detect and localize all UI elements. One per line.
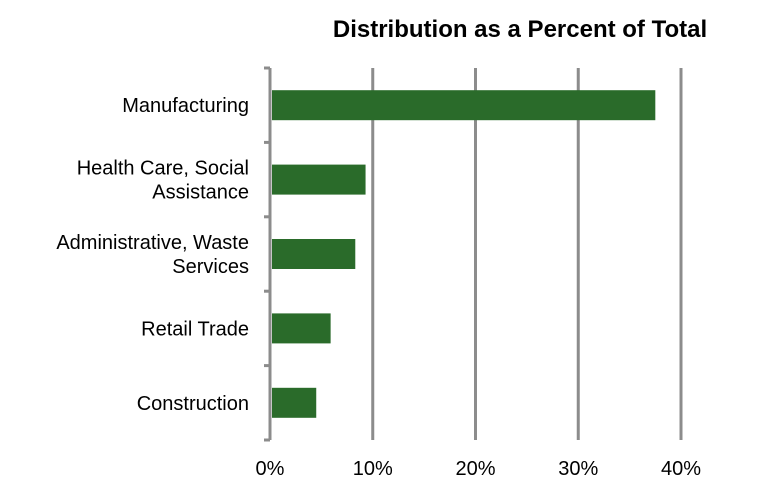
category-labels: Manufacturing Health Care, SocialAssistan… (56, 95, 249, 415)
axes (264, 66, 272, 442)
bar (272, 387, 317, 418)
x-tick-label: 10% (353, 458, 393, 480)
category-label: Manufacturing (122, 95, 249, 117)
x-tick-label: 0% (256, 458, 285, 480)
category-label: Services (172, 256, 249, 278)
bar (272, 239, 356, 269)
category-label: Assistance (152, 182, 249, 204)
x-tick-label: 20% (455, 458, 495, 480)
category-label: Health Care, Social (77, 158, 249, 180)
x-tick-label: 30% (558, 458, 598, 480)
category-label: Construction (137, 393, 249, 415)
category-label: Administrative, Waste (56, 232, 249, 254)
category-label: Retail Trade (141, 318, 249, 340)
bars (272, 90, 656, 418)
gridlines (371, 68, 683, 440)
chart-title: Distribution as a Percent of Total (333, 16, 707, 43)
x-tick-label: 40% (661, 458, 701, 480)
bar (272, 90, 656, 121)
bar (272, 164, 366, 195)
x-tick-labels: 0% 10% 20% 30% 40% (256, 458, 702, 480)
bar (272, 313, 331, 344)
